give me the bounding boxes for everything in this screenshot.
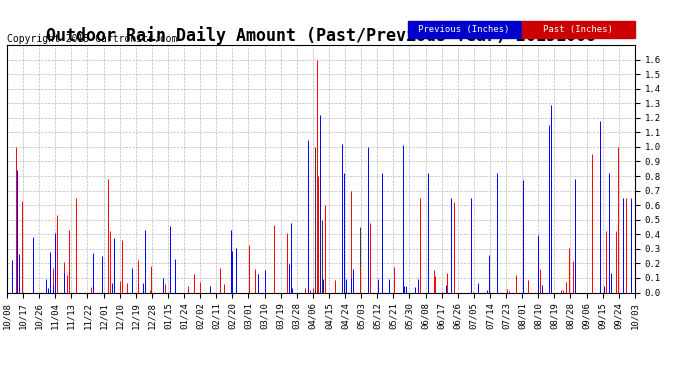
- Title: Outdoor Rain Daily Amount (Past/Previous Year) 20151008: Outdoor Rain Daily Amount (Past/Previous…: [46, 26, 596, 45]
- FancyBboxPatch shape: [408, 21, 520, 38]
- Text: Previous (Inches): Previous (Inches): [418, 25, 510, 34]
- FancyBboxPatch shape: [522, 21, 635, 38]
- Text: Copyright 2015 Cartronics.com: Copyright 2015 Cartronics.com: [7, 34, 177, 44]
- Text: Past (Inches): Past (Inches): [543, 25, 613, 34]
